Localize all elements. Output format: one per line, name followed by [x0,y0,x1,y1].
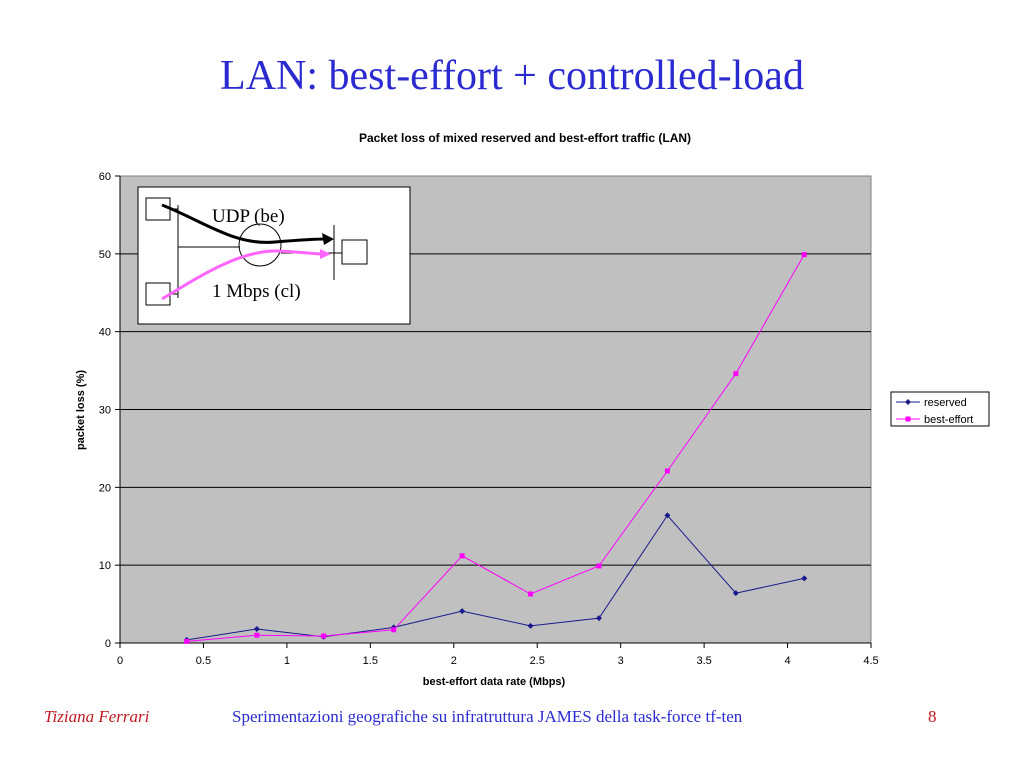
axes: 0 10 20 30 40 50 60 0 0.5 1 1.5 2 2.5 3 3.5 4 4.5 [99,171,879,667]
y-tick-label: 0 [105,638,111,650]
point-best-effort [391,627,397,633]
legend-marker-reserved [905,399,911,405]
point-best-effort [184,638,190,644]
y-tick-label: 60 [99,171,111,183]
series-layer [183,252,808,644]
legend-marker-best-effort [905,416,911,422]
router-circle [238,223,282,267]
receiver-box [341,239,368,265]
point-reserved [801,575,808,582]
chart-title: Packet loss of mixed reserved and best-e… [359,131,691,145]
page-number: 8 [928,707,937,726]
sender-box-bottom [145,282,171,306]
y-tick-label: 20 [99,482,111,494]
x-tick-label: 2.5 [530,655,545,667]
point-reserved [732,590,739,597]
x-tick-label: 0.5 [196,655,211,667]
y-tick-label: 10 [99,560,111,572]
inset-label-top: UDP (be) [212,206,285,227]
x-tick-label: 3 [618,655,624,667]
point-best-effort [459,553,465,559]
point-reserved [595,615,602,622]
footer-subtitle: Sperimentazioni geografiche su infratrut… [232,707,743,726]
x-tick-label: 3.5 [696,655,711,667]
series-line-reserved [186,514,805,641]
point-best-effort [528,591,534,597]
sender-box-top [145,197,171,221]
inset-label-bottom: 1 Mbps (cl) [212,281,301,302]
y-tick-label: 30 [99,405,111,417]
point-reserved [459,608,466,615]
legend-label-reserved: reserved [924,397,967,409]
point-reserved [527,622,534,629]
udp-be-arrowhead [322,233,334,245]
cl-arrowhead [320,249,331,259]
x-tick-label: 0 [117,655,123,667]
cl-arrow [161,249,323,301]
point-best-effort [801,252,807,258]
udp-be-arrow [161,203,326,244]
point-best-effort [596,563,602,569]
point-best-effort [254,632,260,638]
legend-label-best-effort: best-effort [924,414,973,426]
point-best-effort [321,633,327,639]
point-best-effort [733,371,739,377]
footer-author: Tiziana Ferrari [44,707,150,726]
network-inset: UDP (be) 1 Mbps (cl) [137,186,411,325]
y-axis-label: packet loss (%) [75,370,87,450]
slide-title: LAN: best-effort + controlled-load [220,53,804,99]
point-reserved [664,512,671,519]
x-tick-label: 4.5 [863,655,878,667]
x-axis-label: best-effort data rate (Mbps) [423,676,566,688]
legend: reserved best-effort [890,391,990,427]
x-tick-label: 4 [784,655,790,667]
y-tick-label: 40 [99,327,111,339]
x-tick-label: 1.5 [363,655,378,667]
x-tick-label: 2 [451,655,457,667]
y-tick-label: 50 [99,249,111,261]
point-best-effort [664,468,670,474]
series-line-best-effort [186,254,805,642]
x-tick-label: 1 [284,655,290,667]
point-reserved [253,625,260,632]
